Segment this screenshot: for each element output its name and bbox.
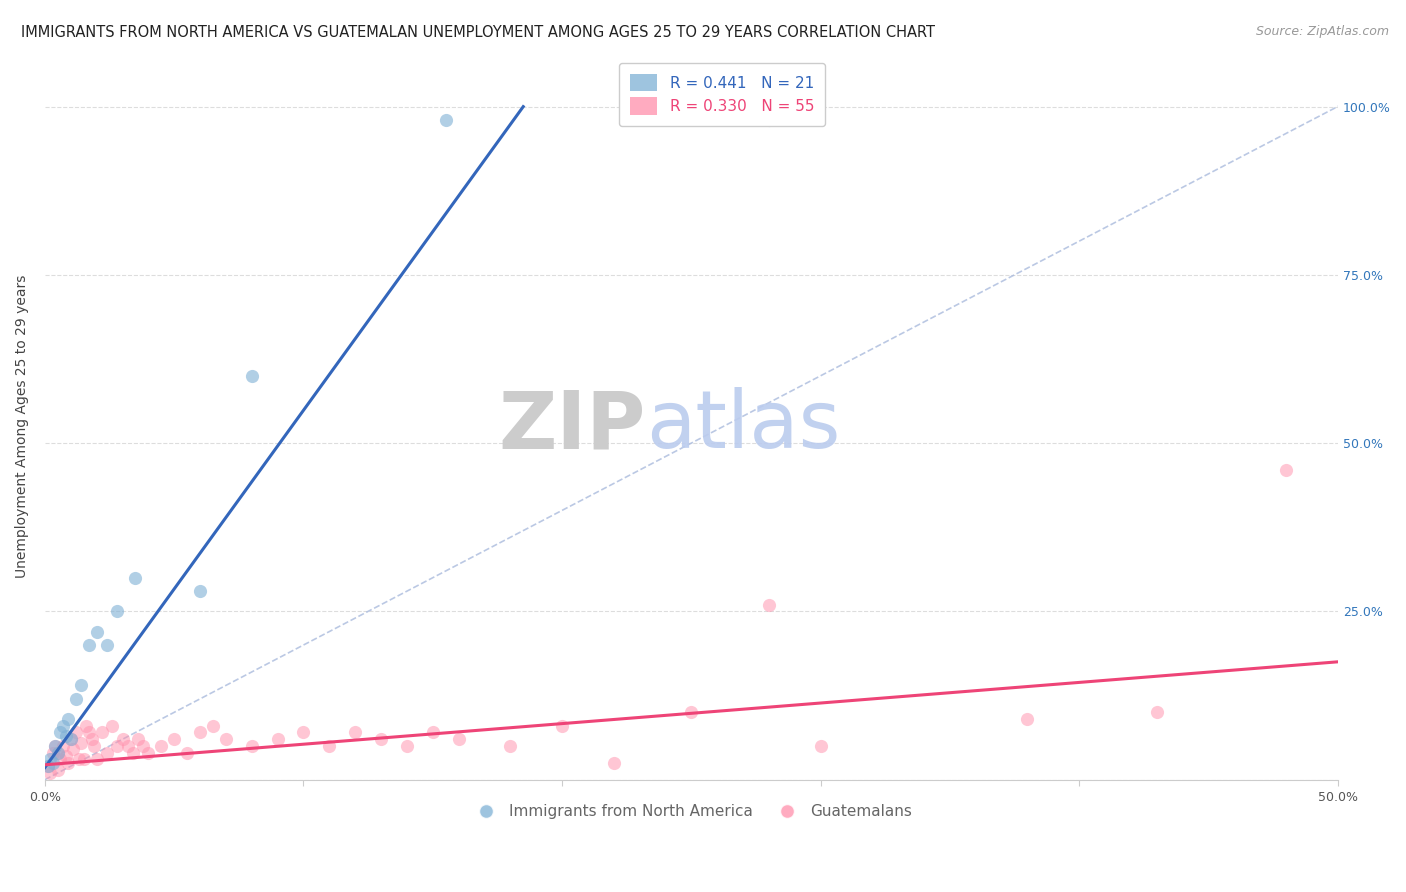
Text: IMMIGRANTS FROM NORTH AMERICA VS GUATEMALAN UNEMPLOYMENT AMONG AGES 25 TO 29 YEA: IMMIGRANTS FROM NORTH AMERICA VS GUATEMA… — [21, 25, 935, 40]
Point — [44, 739, 66, 753]
Point — [122, 746, 145, 760]
Point — [499, 739, 522, 753]
Point — [202, 719, 225, 733]
Point — [810, 739, 832, 753]
Point — [55, 729, 77, 743]
Point — [344, 725, 367, 739]
Point — [49, 752, 72, 766]
Point — [65, 691, 87, 706]
Point — [176, 746, 198, 760]
Point — [447, 732, 470, 747]
Point — [70, 736, 93, 750]
Point — [1146, 706, 1168, 720]
Point — [138, 746, 160, 760]
Point — [318, 739, 340, 753]
Point — [1275, 463, 1298, 477]
Point — [551, 719, 574, 733]
Point — [80, 732, 103, 747]
Point — [39, 752, 62, 766]
Point — [215, 732, 238, 747]
Point — [292, 725, 315, 739]
Point — [188, 584, 211, 599]
Point — [77, 725, 100, 739]
Point — [188, 725, 211, 739]
Point — [59, 732, 82, 747]
Legend: Immigrants from North America, Guatemalans: Immigrants from North America, Guatemala… — [465, 797, 918, 825]
Point — [46, 746, 69, 760]
Point — [602, 756, 624, 770]
Point — [111, 732, 134, 747]
Point — [46, 763, 69, 777]
Point — [127, 732, 149, 747]
Point — [758, 113, 780, 128]
Point — [240, 368, 263, 383]
Point — [163, 732, 186, 747]
Point — [96, 746, 118, 760]
Point — [37, 759, 59, 773]
Point — [70, 678, 93, 692]
Point — [39, 765, 62, 780]
Point — [67, 752, 90, 766]
Text: Source: ZipAtlas.com: Source: ZipAtlas.com — [1256, 25, 1389, 38]
Point — [758, 598, 780, 612]
Point — [55, 749, 77, 764]
Point — [370, 732, 392, 747]
Point — [434, 113, 457, 128]
Point — [65, 725, 87, 739]
Point — [86, 624, 108, 639]
Point — [59, 732, 82, 747]
Point — [42, 746, 65, 760]
Point — [73, 752, 96, 766]
Point — [150, 739, 173, 753]
Point — [46, 746, 69, 760]
Point — [49, 725, 72, 739]
Point — [75, 719, 97, 733]
Point — [681, 706, 703, 720]
Text: ZIP: ZIP — [499, 387, 645, 466]
Point — [52, 719, 75, 733]
Point — [105, 604, 128, 618]
Point — [77, 638, 100, 652]
Point — [124, 571, 146, 585]
Point — [83, 739, 105, 753]
Point — [42, 756, 65, 770]
Point — [240, 739, 263, 753]
Point — [132, 739, 155, 753]
Point — [86, 752, 108, 766]
Point — [96, 638, 118, 652]
Point — [1017, 712, 1039, 726]
Point — [62, 742, 84, 756]
Point — [52, 739, 75, 753]
Point — [44, 739, 66, 753]
Point — [90, 725, 112, 739]
Text: atlas: atlas — [645, 387, 841, 466]
Point — [117, 739, 139, 753]
Point — [37, 759, 59, 773]
Y-axis label: Unemployment Among Ages 25 to 29 years: Unemployment Among Ages 25 to 29 years — [15, 275, 30, 578]
Point — [266, 732, 288, 747]
Point — [105, 739, 128, 753]
Point — [58, 756, 80, 770]
Point — [58, 712, 80, 726]
Point — [101, 719, 124, 733]
Point — [395, 739, 418, 753]
Point — [422, 725, 444, 739]
